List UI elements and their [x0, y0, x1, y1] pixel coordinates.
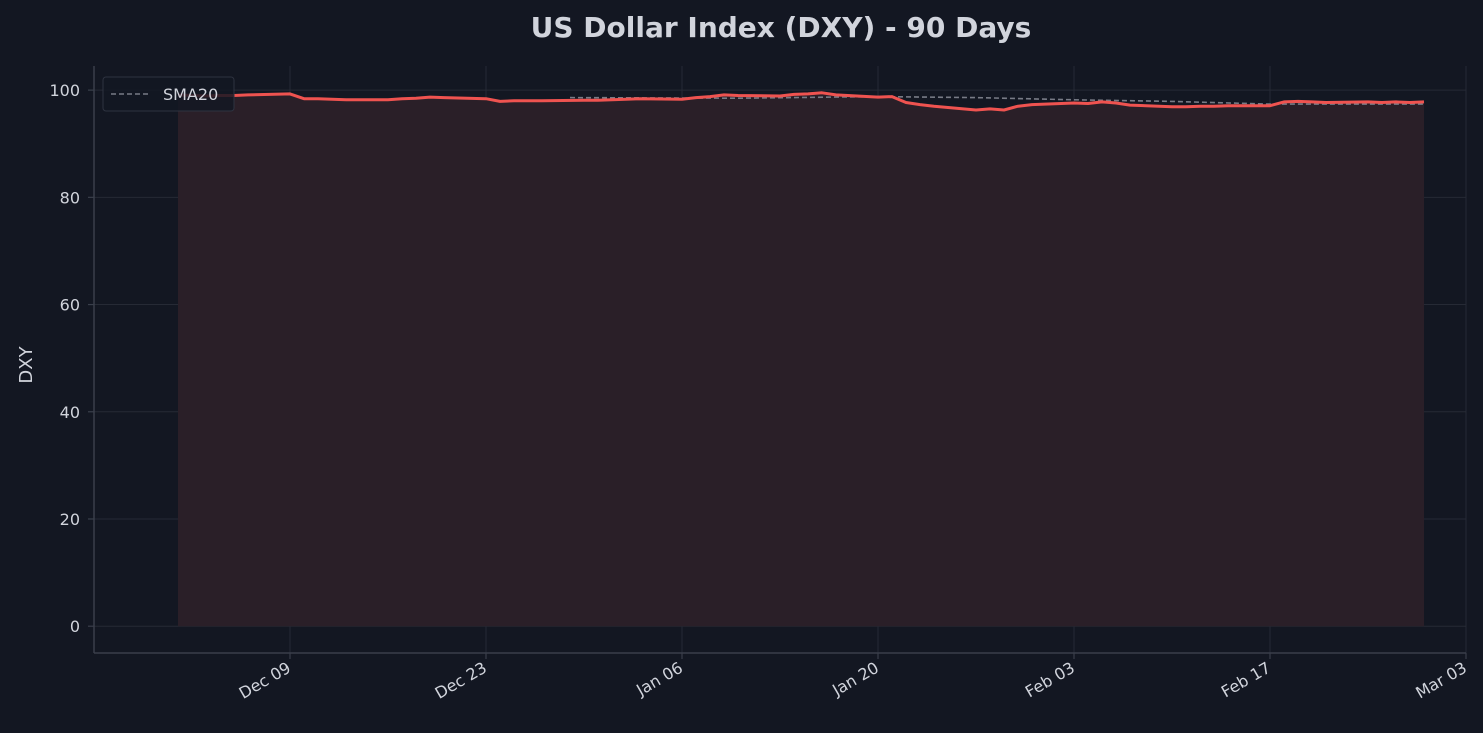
plot-area: [177, 91, 1425, 627]
legend-sma20-label: SMA20: [163, 85, 218, 104]
y-tick-label: 20: [60, 510, 80, 529]
legend-box: [102, 76, 235, 112]
y-tick-label: 60: [60, 296, 80, 315]
price-area-fill: [178, 92, 1424, 627]
sma20-line: [569, 95, 1424, 105]
y-axis-label: DXY: [16, 345, 37, 383]
y-tick-label: 80: [60, 188, 80, 207]
legend: SMA20: [102, 76, 235, 112]
y-tick-label: 40: [60, 403, 80, 422]
price-line: [177, 91, 1425, 112]
y-tick-label: 100: [49, 81, 80, 100]
chart-title: US Dollar Index (DXY) - 90 Days: [531, 11, 1032, 44]
y-tick-label: 0: [70, 617, 80, 636]
